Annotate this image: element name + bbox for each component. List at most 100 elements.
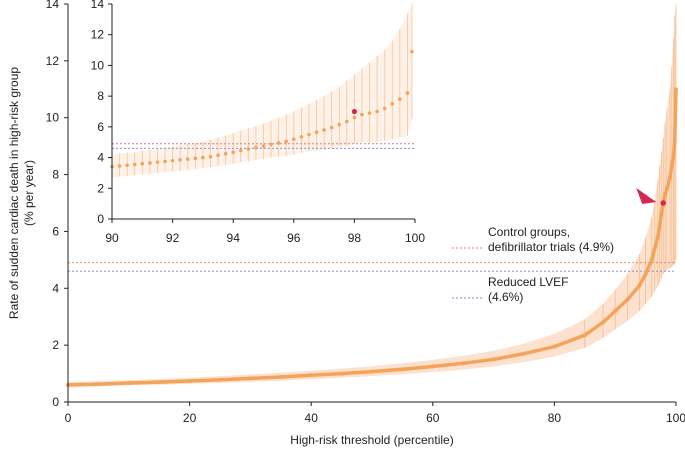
inset-data-point: [201, 155, 205, 160]
inset-ci-band: [112, 4, 412, 178]
y-axis-label-line: (% per year): [22, 160, 36, 226]
data-point: [664, 186, 669, 191]
data-point: [637, 283, 642, 288]
inset-x-tick-label: 90: [105, 231, 119, 245]
inset-data-point: [276, 141, 281, 145]
inset-x-tick-label: 96: [287, 231, 301, 245]
y-tick-label: 14: [46, 0, 60, 11]
inset-y-tick-label: 6: [97, 120, 104, 134]
inset-data-point: [148, 161, 152, 165]
data-point: [309, 373, 314, 378]
data-point: [625, 297, 630, 302]
inset-x-tick-label: 98: [348, 231, 362, 245]
inset-y-tick-label: 10: [91, 58, 105, 72]
x-tick-label: 0: [65, 411, 72, 425]
inset-data-point: [246, 147, 251, 151]
inset-data-point: [132, 162, 137, 167]
inset-data-point: [410, 49, 414, 54]
data-point: [96, 382, 101, 387]
inset-data-point: [284, 139, 289, 144]
inset-data-point: [231, 150, 235, 154]
data-point: [643, 272, 648, 277]
inset-x-tick-label: 92: [166, 231, 180, 245]
highlight-point: [660, 200, 667, 206]
inset-data-point: [254, 145, 258, 150]
inset-data-point: [261, 144, 266, 148]
inset-y-tick-label: 8: [97, 89, 104, 103]
inset-data-point: [140, 161, 145, 166]
inset-highlight-point: [351, 108, 357, 115]
inset-data-point: [382, 106, 387, 111]
legend-label-1: defibrillator trials (4.9%): [488, 240, 614, 254]
data-point: [552, 344, 557, 349]
inset-data-point: [390, 102, 395, 106]
data-point: [582, 333, 587, 338]
y-axis-label: Rate of sudden cardiac death in high-ris…: [7, 67, 36, 319]
data-point: [430, 364, 435, 369]
data-point: [613, 309, 618, 314]
inset-data-point: [185, 157, 190, 161]
data-point: [461, 361, 466, 366]
data-point: [370, 369, 374, 374]
inset-y-tick-label: 12: [91, 28, 105, 42]
inset-data-point: [345, 119, 349, 124]
inset-x-tick-label: 94: [227, 231, 241, 245]
inset-data-point: [155, 160, 160, 164]
inset-data-point: [223, 151, 228, 156]
legend-label-2: (4.6%): [488, 290, 523, 304]
inset-data-point: [216, 153, 220, 158]
inset-data-point: [193, 156, 198, 161]
data-point: [663, 192, 668, 197]
legend-label-2: Reduced LVEF: [488, 275, 569, 289]
data-point: [218, 377, 222, 382]
inset-data-point: [163, 159, 167, 164]
inset-data-point: [314, 130, 319, 135]
x-tick-label: 100: [666, 411, 685, 425]
inset-data-point: [292, 137, 296, 141]
x-axis-label: High-risk threshold (percentile): [290, 433, 453, 447]
inset-y-tick-label: 14: [91, 0, 105, 11]
data-point: [278, 374, 283, 379]
inset-y-tick-label: 0: [97, 212, 104, 226]
x-tick-label: 80: [548, 411, 562, 425]
data-point: [491, 357, 496, 362]
data-point: [157, 380, 162, 385]
y-axis-label-line: Rate of sudden cardiac death in high-ris…: [7, 67, 21, 319]
data-point: [659, 212, 664, 217]
inset-data-point: [352, 115, 357, 120]
inset-data-point: [329, 125, 334, 130]
y-tick-label: 10: [46, 111, 60, 125]
inset-data-point: [398, 97, 402, 102]
data-point: [649, 257, 654, 262]
data-point: [601, 320, 606, 325]
y-tick-label: 12: [46, 54, 60, 68]
y-tick-label: 6: [52, 224, 59, 238]
data-point: [400, 367, 405, 372]
highlight-arrow: [636, 188, 657, 204]
x-tick-label: 60: [426, 411, 440, 425]
data-point: [657, 223, 662, 228]
y-tick-label: 2: [52, 338, 59, 352]
inset-data-point: [117, 164, 122, 168]
y-tick-label: 4: [52, 281, 59, 295]
legend-label-1: Control groups,: [488, 225, 570, 239]
inset-background: [112, 4, 415, 219]
inset-data-point: [360, 112, 364, 117]
inset-x-tick-label: 100: [405, 231, 425, 245]
data-point: [674, 87, 678, 92]
inset-data-point: [307, 132, 311, 137]
data-point: [667, 175, 672, 180]
inset-data-point: [269, 142, 273, 147]
data-point: [339, 371, 344, 376]
data-point: [126, 380, 131, 385]
data-point: [248, 376, 253, 381]
data-point: [672, 138, 677, 143]
inset-data-point: [170, 158, 175, 163]
x-tick-label: 40: [305, 411, 319, 425]
inset-data-point: [337, 122, 342, 127]
data-point: [671, 152, 676, 157]
inset-data-point: [125, 163, 129, 168]
y-tick-label: 0: [52, 395, 59, 409]
